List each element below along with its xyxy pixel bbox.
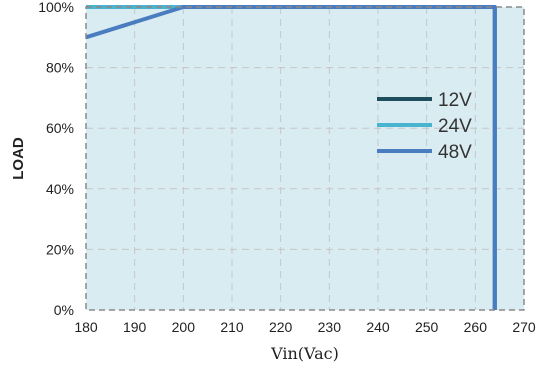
x-tick-label: 200 — [172, 319, 196, 335]
y-tick-label: 0% — [54, 302, 74, 318]
legend: 12V 24V 48V — [377, 90, 472, 163]
x-axis-label: Vin(Vac) — [270, 344, 339, 363]
x-tick-label: 260 — [464, 319, 488, 335]
x-tick-label: 190 — [123, 319, 147, 335]
y-tick-label: 60% — [46, 120, 74, 136]
x-tick-label: 220 — [269, 319, 293, 335]
legend-label-12v: 12V — [438, 90, 472, 111]
x-axis-ticks: 180 190 200 210 220 230 240 250 260 270 — [74, 319, 536, 335]
y-tick-label: 20% — [46, 241, 74, 257]
x-tick-label: 250 — [415, 319, 439, 335]
x-tick-label: 210 — [220, 319, 244, 335]
x-tick-label: 240 — [366, 319, 390, 335]
y-tick-label: 80% — [46, 60, 74, 76]
y-tick-label: 40% — [46, 181, 74, 197]
y-axis-label: LOAD — [10, 137, 27, 180]
x-tick-label: 180 — [74, 319, 98, 335]
x-tick-label: 230 — [318, 319, 342, 335]
y-tick-label: 100% — [38, 0, 74, 15]
y-axis-ticks: 0% 20% 40% 60% 80% 100% — [38, 0, 74, 318]
legend-label-48v: 48V — [438, 142, 472, 163]
x-tick-label: 270 — [512, 319, 536, 335]
legend-label-24v: 24V — [438, 116, 472, 137]
